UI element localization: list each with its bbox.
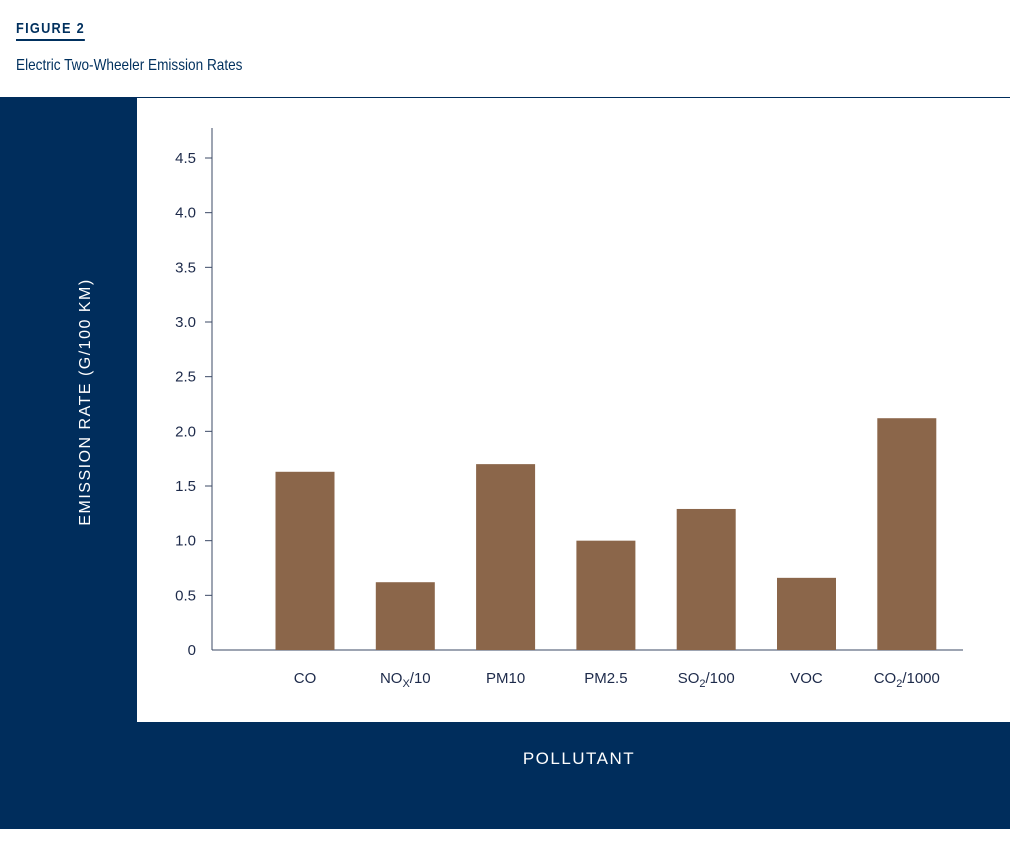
x-tick-label: CO2/1000: [874, 670, 940, 690]
bar: [676, 508, 736, 650]
bar: [275, 471, 335, 650]
bar: [476, 464, 536, 650]
y-tick-label: 2.5: [175, 369, 196, 386]
y-tick-label: 0: [188, 642, 196, 659]
x-tick-label: VOC: [790, 670, 823, 687]
bar: [576, 540, 636, 650]
x-tick-label: NOX/10: [380, 670, 431, 690]
x-tick-label: PM10: [486, 670, 525, 687]
y-tick-label: 4.5: [175, 150, 196, 167]
y-tick-label: 2.0: [175, 423, 196, 440]
y-tick-label: 3.5: [175, 259, 196, 276]
y-tick-label: 1.5: [175, 478, 196, 495]
bar: [375, 582, 435, 650]
x-tick-label: CO: [294, 670, 317, 687]
x-tick-label: PM2.5: [584, 670, 627, 687]
figure-title: Electric Two-Wheeler Emission Rates: [16, 57, 243, 74]
figure-label: FIGURE 2: [16, 20, 86, 41]
bar: [877, 418, 937, 650]
y-tick-label: 3.0: [175, 314, 196, 331]
y-tick-label: 4.0: [175, 205, 196, 222]
y-tick-label: 0.5: [175, 587, 196, 604]
x-axis-label: POLLUTANT: [522, 749, 636, 768]
y-tick-label: 1.0: [175, 533, 196, 550]
bar: [777, 577, 836, 650]
x-tick-label: SO2/100: [678, 670, 735, 690]
